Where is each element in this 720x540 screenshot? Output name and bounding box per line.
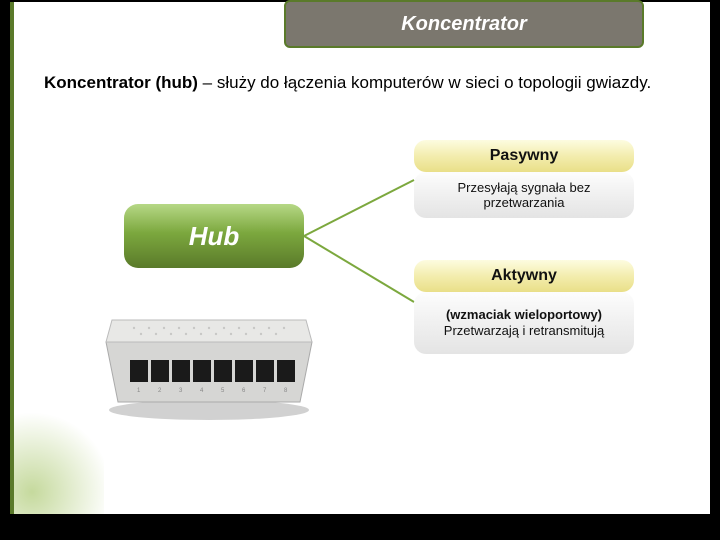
header-box: Koncentrator	[284, 0, 644, 48]
left-accent-decor	[14, 404, 104, 514]
pasywny-title: Pasywny	[490, 147, 558, 165]
header-title: Koncentrator	[401, 13, 527, 36]
aktywny-title: Aktywny	[491, 267, 557, 285]
hub-node: Hub	[124, 204, 304, 268]
definition-term: Koncentrator (hub)	[44, 73, 198, 92]
pasywny-title-box: Pasywny	[414, 140, 634, 172]
hub-device-image: 1234 5678	[94, 302, 324, 422]
definition-text: Koncentrator (hub) – służy do łączenia k…	[44, 72, 654, 94]
aktywny-desc-box: (wzmaciak wieloportowy) Przetwarzają i r…	[414, 292, 634, 354]
hub-label: Hub	[189, 221, 240, 252]
definition-rest: – służy do łączenia komputerów w sieci o…	[198, 73, 651, 92]
aktywny-sub: (wzmaciak wieloportowy)	[446, 307, 602, 323]
pasywny-desc: Przesyłają sygnała bez przetwarzania	[422, 180, 626, 210]
aktywny-title-box: Aktywny	[414, 260, 634, 292]
aktywny-desc: Przetwarzają i retransmitują	[444, 323, 604, 339]
page: Koncentrator Koncentrator (hub) – służy …	[10, 2, 710, 514]
pasywny-desc-box: Przesyłają sygnała bez przetwarzania	[414, 172, 634, 218]
